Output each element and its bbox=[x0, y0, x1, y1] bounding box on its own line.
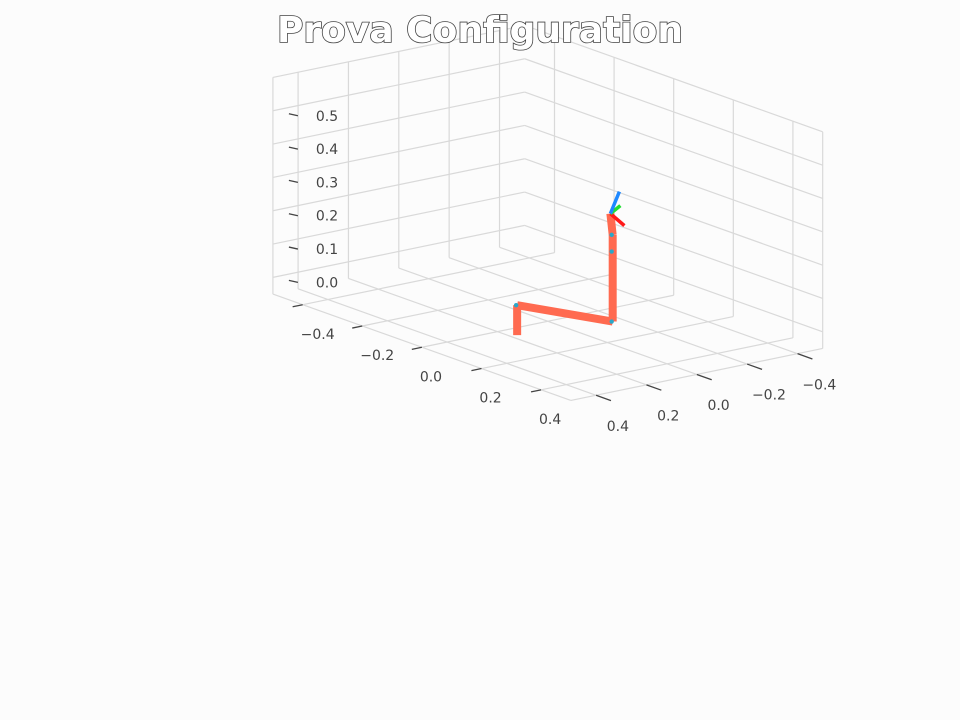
right-wall-gridline bbox=[272, 191, 525, 245]
x-tick-label: 0.4 bbox=[607, 419, 629, 435]
robot-joint bbox=[609, 319, 614, 324]
y-tick-label: 0.2 bbox=[479, 391, 501, 407]
x-tick-mark bbox=[746, 363, 763, 370]
z-tick-label: 0.3 bbox=[316, 175, 338, 191]
y-tick-mark bbox=[471, 367, 482, 372]
x-tick-label: 0.0 bbox=[707, 398, 729, 414]
right-wall-gridline bbox=[272, 58, 525, 112]
robot-joint bbox=[609, 249, 614, 254]
robot-link bbox=[516, 301, 614, 326]
right-wall-gridline bbox=[272, 91, 525, 145]
panel-edge bbox=[272, 293, 572, 402]
z-tick-mark bbox=[288, 113, 299, 117]
right-wall-gridline bbox=[272, 124, 525, 178]
floor-gridline bbox=[540, 337, 794, 391]
z-tick-mark bbox=[288, 146, 299, 150]
panel-edge bbox=[272, 24, 525, 79]
x-tick-mark bbox=[797, 353, 813, 360]
chart-title: Prova Configuration bbox=[277, 10, 683, 51]
z-tick-label: 0.4 bbox=[316, 142, 338, 158]
y-tick-label: 0.0 bbox=[420, 369, 442, 385]
z-tick-mark bbox=[288, 213, 299, 217]
x-tick-label: −0.4 bbox=[802, 377, 836, 393]
left-wall-gridline bbox=[524, 58, 823, 166]
x-tick-label: 0.2 bbox=[657, 409, 679, 425]
y-tick-label: 0.4 bbox=[539, 412, 561, 428]
y-tick-label: −0.2 bbox=[360, 348, 394, 364]
z-tick-label: 0.0 bbox=[316, 275, 338, 291]
floor-gridline bbox=[421, 294, 674, 348]
z-tick-mark bbox=[288, 179, 299, 184]
z-tick-label: 0.1 bbox=[316, 242, 338, 258]
robot-joint bbox=[609, 232, 614, 238]
frame-x-axis bbox=[609, 212, 626, 227]
panel-edge bbox=[524, 24, 823, 133]
floor-gridline bbox=[302, 252, 555, 306]
y-tick-label: −0.4 bbox=[301, 327, 335, 343]
floor-gridline bbox=[481, 315, 734, 370]
x-tick-mark bbox=[696, 373, 712, 381]
left-wall-gridline bbox=[524, 191, 823, 300]
z-tick-label: 0.2 bbox=[316, 209, 338, 225]
robot-arm-plot bbox=[513, 190, 626, 336]
floor-gridline bbox=[362, 273, 615, 327]
right-wall-gridline bbox=[272, 224, 525, 278]
y-tick-mark bbox=[411, 346, 423, 350]
left-wall-gridline bbox=[524, 124, 823, 233]
robot-link bbox=[606, 213, 617, 236]
x-tick-mark bbox=[646, 384, 662, 391]
axis-ticks: −0.4 −0.2 0.0 0.2 0.4 −0.4 −0.2 0.0 0.2 0.4 0.0 0.1… bbox=[288, 109, 836, 435]
left-wall-gridline bbox=[524, 158, 823, 266]
y-tick-mark bbox=[352, 325, 363, 329]
x-tick-mark bbox=[595, 394, 612, 402]
z-tick-label: 0.5 bbox=[316, 109, 338, 125]
x-tick-label: −0.2 bbox=[752, 388, 786, 404]
left-wall-gridline bbox=[524, 224, 823, 333]
y-tick-mark bbox=[530, 389, 542, 393]
frame-z-axis bbox=[608, 190, 621, 215]
left-wall-gridline bbox=[524, 91, 823, 200]
robot-joint bbox=[513, 302, 519, 308]
y-tick-mark bbox=[292, 304, 303, 308]
right-wall-gridline bbox=[272, 158, 525, 212]
z-tick-mark bbox=[288, 279, 299, 284]
axes-grid bbox=[272, 24, 824, 402]
z-tick-mark bbox=[288, 246, 299, 250]
